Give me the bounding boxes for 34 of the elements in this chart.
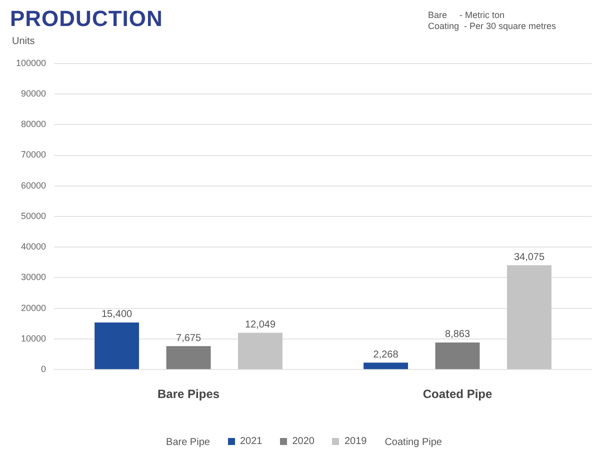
bar [238, 332, 282, 370]
data-label: 15,400 [102, 309, 133, 320]
legend-label: 2021 [238, 436, 262, 447]
data-label: 8,863 [444, 329, 470, 340]
y-tick-label: 70000 [21, 150, 46, 160]
data-label: 7,675 [176, 332, 202, 344]
legend-label: 2020 [291, 436, 314, 447]
y-axis-title: Units [12, 36, 35, 47]
bar [507, 265, 552, 370]
legend-label: 2019 [343, 436, 367, 447]
y-tick-label: 60000 [21, 180, 46, 190]
text: Bare Pipe [166, 437, 210, 448]
y-tick-label: 30000 [21, 272, 46, 282]
text: Coating - Per 30 square metres [428, 21, 556, 31]
y-tick-label: 100000 [16, 58, 46, 68]
data-label: 12,049 [244, 319, 276, 330]
y-tick-label: 40000 [21, 242, 46, 252]
y-tick-label: 20000 [21, 302, 46, 313]
x-tick-label: Coated Pipe [422, 387, 492, 402]
y-tick-label: 0 [41, 364, 46, 374]
data-label: 2,268 [373, 349, 399, 360]
text: Coating Pipe [384, 437, 442, 448]
y-tick-label: 90000 [21, 88, 46, 99]
data-label: 34,075 [514, 252, 545, 264]
bar [364, 362, 408, 370]
bar [94, 322, 140, 370]
chart-title: PRODUCTION [10, 6, 163, 32]
bar [166, 346, 211, 370]
text: Bare - Metric ton [428, 10, 505, 20]
y-tick-label: 80000 [21, 119, 46, 130]
bar [435, 342, 480, 370]
x-tick-label: Bare Pipes [158, 387, 220, 402]
y-tick-label: 50000 [21, 210, 46, 221]
y-tick-label: 10000 [21, 333, 46, 344]
